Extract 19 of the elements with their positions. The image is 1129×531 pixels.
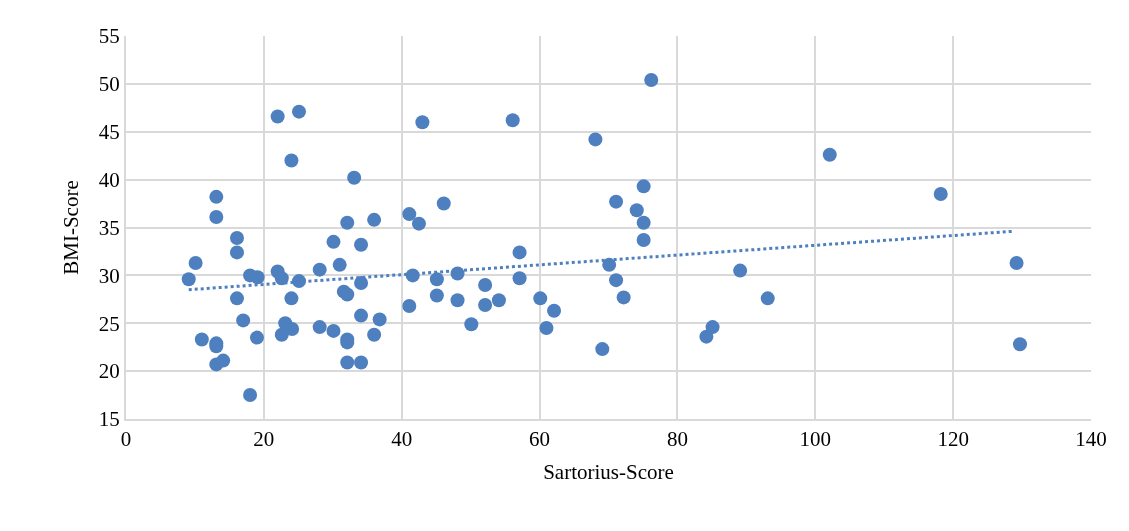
- y-tick-label: 50: [98, 72, 120, 97]
- y-tick-label: 55: [98, 24, 120, 49]
- x-tick-label: 20: [253, 427, 275, 452]
- y-tick-label: 30: [98, 263, 120, 288]
- y-tick-label: 45: [98, 120, 120, 145]
- y-tick-label: 40: [98, 167, 120, 192]
- x-tick-label: 140: [1075, 427, 1107, 452]
- x-tick-label: 40: [391, 427, 413, 452]
- x-axis-title: Sartorius-Score: [543, 459, 674, 484]
- y-tick-label: 35: [98, 215, 120, 240]
- x-tick-label: 80: [666, 427, 688, 452]
- x-tick-label: 100: [799, 427, 832, 452]
- y-tick-label: 25: [98, 311, 120, 336]
- x-tick-label: 120: [937, 427, 969, 452]
- x-tick-label: 0: [120, 427, 132, 452]
- y-tick-label: 20: [98, 359, 120, 384]
- y-tick-label: 15: [98, 407, 120, 432]
- x-tick-label: 60: [529, 427, 551, 452]
- y-axis-title: BMI-Score: [59, 180, 84, 275]
